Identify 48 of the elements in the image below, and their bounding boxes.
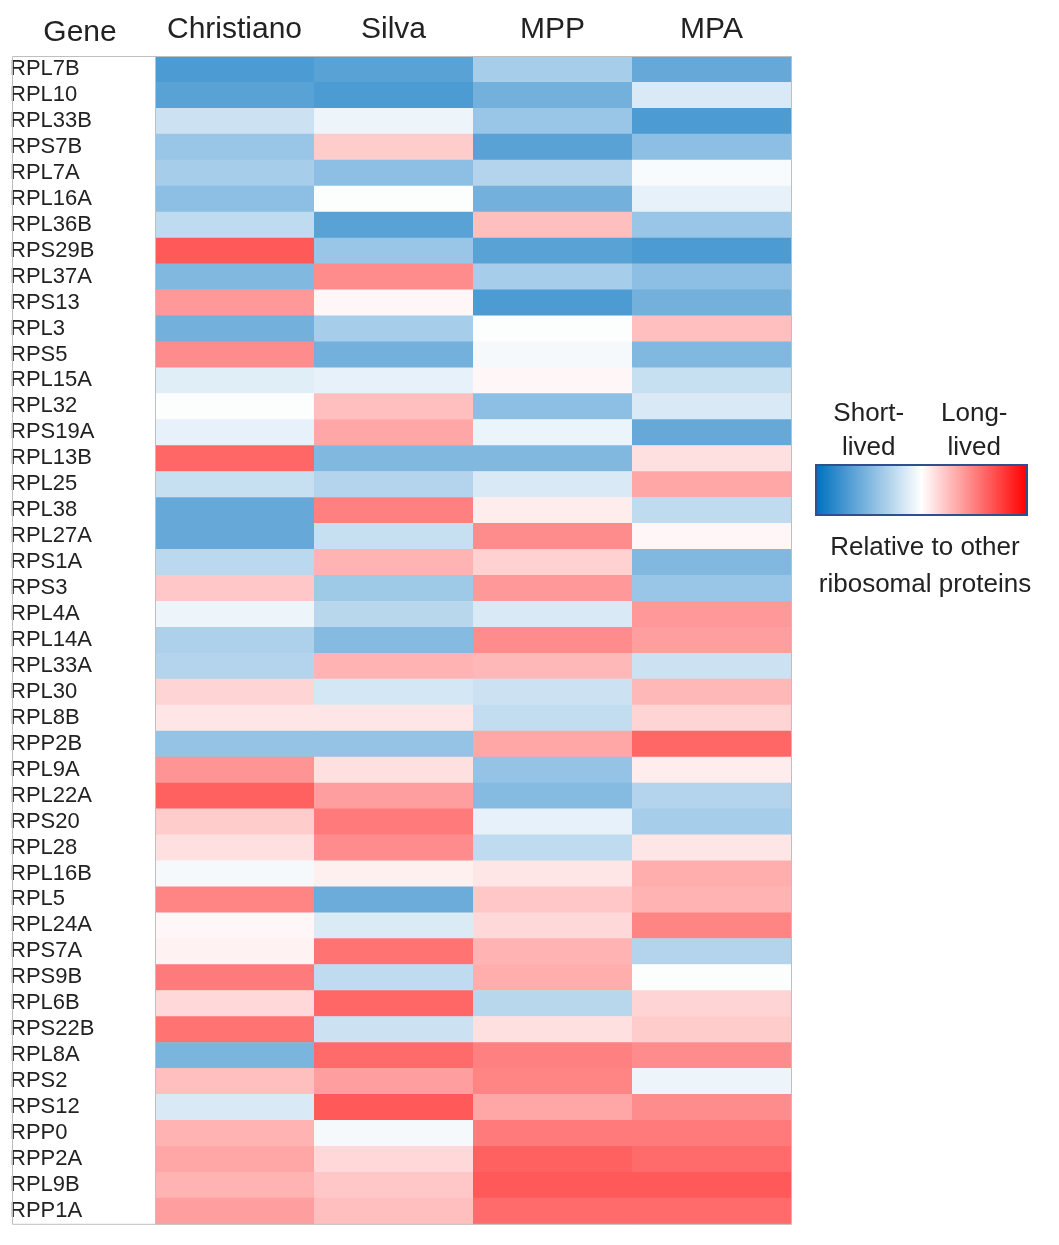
y-tick-label: RPL30 [10, 677, 78, 703]
y-tick-label: RPS20 [10, 807, 80, 833]
y-tick-label: RPS19A [10, 418, 95, 444]
x-tick-label: Christiano [166, 11, 303, 45]
y-tick-label: RPL16A [10, 184, 93, 210]
y-tick-label: RPL13B [10, 444, 92, 470]
color-bar-title: Relative to other ribosomal proteins [818, 531, 1032, 598]
y-tick-label: RPS5 [10, 340, 68, 366]
y-tick-label: RPS29B [10, 236, 95, 262]
y-tick-label: RPL32 [10, 392, 78, 418]
y-tick-label: RPL7B [10, 55, 80, 81]
y-tick-label: RPL37A [10, 262, 93, 288]
y-tick-label: RPS22B [10, 1015, 95, 1041]
y-tick-label: RPS7A [10, 937, 83, 963]
y-tick-label: RPL9B [10, 1170, 80, 1196]
y-tick-label: RPL25 [10, 470, 78, 496]
y-tick-label: RPL16B [10, 859, 92, 885]
y-tick-label: RPL8A [10, 1041, 81, 1067]
x-tick-label: MPA [680, 11, 743, 45]
y-tick-label: RPL24A [10, 911, 93, 937]
y-tick-label: RPP2A [10, 1144, 83, 1170]
y-tick-label: RPL9A [10, 755, 81, 781]
y-tick-label: RPS13 [10, 288, 80, 314]
y-tick-label: RPL6B [10, 989, 80, 1015]
x-tick-label: Silva [360, 11, 427, 45]
y-tick-label: RPL33B [10, 106, 92, 132]
y-tick-label: RPL14A [10, 625, 93, 651]
y-tick-label: RPL33A [10, 651, 93, 677]
y-tick-label: RPL38 [10, 496, 78, 522]
color-bar-label: Long-lived [941, 397, 1008, 461]
y-tick-label: RPL27A [10, 522, 93, 548]
y-tick-label: RPL8B [10, 703, 80, 729]
y-tick-label: RPL22A [10, 781, 93, 807]
y-tick-label: RPS7B [10, 132, 83, 158]
y-tick-label: RPL7A [10, 158, 81, 184]
y-tick-label: RPL28 [10, 833, 78, 859]
y-tick-label: RPL15A [10, 366, 93, 392]
x-tick-label: MPP [519, 11, 586, 45]
y-tick-label: RPS12 [10, 1093, 80, 1119]
y-tick-label: RPS9B [10, 963, 83, 989]
y-tick-label: RPS1A [10, 548, 83, 574]
y-axis-title: Gene [43, 14, 117, 48]
y-tick-label: RPL36B [10, 210, 92, 236]
color-bar-label: Short-lived [833, 397, 905, 461]
y-tick-label: RPL10 [10, 80, 78, 106]
y-tick-label: RPP2B [10, 729, 83, 755]
y-tick-label: RPL4A [10, 600, 81, 626]
y-tick-label: RPP1A [10, 1196, 83, 1222]
